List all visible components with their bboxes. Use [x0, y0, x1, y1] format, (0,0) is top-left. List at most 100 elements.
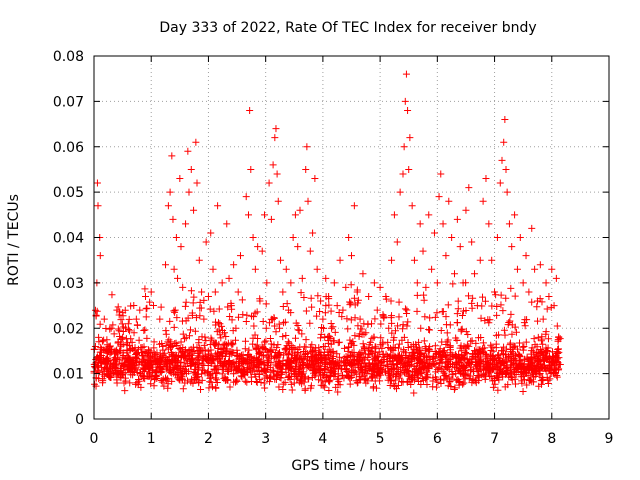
- band-point: [508, 376, 516, 384]
- band-point: [335, 353, 343, 361]
- band-point: [479, 345, 487, 353]
- data-point: [200, 315, 208, 323]
- band-point: [295, 326, 303, 334]
- band-point: [511, 292, 519, 300]
- band-point: [432, 383, 440, 391]
- data-point: [536, 261, 544, 269]
- band-point: [93, 307, 101, 315]
- band-point: [177, 349, 185, 357]
- band-point: [525, 366, 533, 374]
- band-point: [302, 336, 310, 344]
- band-point: [185, 367, 193, 375]
- band-point: [510, 354, 518, 362]
- band-point: [249, 334, 257, 342]
- data-point: [103, 365, 111, 373]
- band-point: [127, 302, 135, 310]
- band-point: [261, 344, 269, 352]
- band-point: [421, 313, 429, 321]
- y-tick-label: 0.02: [53, 321, 84, 337]
- band-point: [444, 336, 452, 344]
- band-point: [378, 344, 386, 352]
- band-point: [494, 386, 502, 394]
- band-point: [358, 356, 366, 364]
- band-point: [287, 342, 295, 350]
- band-point: [259, 318, 267, 326]
- data-point: [433, 279, 441, 287]
- band-point: [212, 339, 220, 347]
- band-point: [545, 361, 553, 369]
- band-point: [159, 375, 167, 383]
- band-point: [415, 344, 423, 352]
- chart-title: Day 333 of 2022, Rate Of TEC Index for r…: [159, 20, 536, 36]
- band-point: [265, 319, 273, 327]
- data-point: [218, 279, 226, 287]
- band-point: [377, 334, 385, 342]
- band-point: [414, 347, 422, 355]
- band-point: [170, 369, 178, 377]
- data-point: [453, 215, 461, 223]
- band-point: [120, 379, 128, 387]
- band-point: [132, 315, 140, 323]
- band-point: [348, 369, 356, 377]
- band-point: [397, 355, 405, 363]
- data-point: [302, 165, 310, 173]
- band-point: [262, 324, 270, 332]
- band-point: [457, 326, 465, 334]
- band-point: [281, 318, 289, 326]
- x-tick-label: 4: [318, 431, 327, 447]
- band-point: [319, 370, 327, 378]
- band-point: [443, 329, 451, 337]
- data-point: [498, 156, 506, 164]
- band-point: [252, 373, 260, 381]
- band-point: [241, 358, 249, 366]
- band-point: [498, 347, 506, 355]
- band-point: [506, 317, 514, 325]
- band-point: [542, 330, 550, 338]
- data-point: [249, 234, 257, 241]
- band-point: [372, 343, 380, 351]
- band-point: [269, 367, 277, 375]
- band-point: [188, 309, 196, 317]
- band-point: [302, 307, 310, 315]
- data-point: [508, 243, 516, 251]
- band-point: [413, 365, 421, 373]
- band-point: [128, 364, 136, 372]
- band-point: [486, 316, 494, 324]
- band-point: [537, 360, 545, 368]
- band-point: [453, 310, 461, 318]
- band-point: [454, 366, 462, 374]
- data-point: [113, 306, 121, 314]
- band-point: [343, 315, 351, 323]
- band-point: [239, 358, 247, 366]
- band-point: [157, 303, 165, 311]
- data-point: [216, 320, 224, 328]
- data-point: [133, 379, 141, 387]
- data-point: [124, 320, 132, 328]
- band-point: [131, 344, 139, 352]
- band-point: [512, 351, 520, 359]
- data-point: [445, 197, 453, 205]
- band-point: [206, 340, 214, 348]
- band-point: [408, 371, 416, 379]
- band-point: [248, 378, 256, 386]
- band-point: [372, 357, 380, 365]
- band-point: [145, 364, 153, 372]
- band-point: [360, 371, 368, 379]
- band-point: [263, 353, 271, 361]
- band-point: [385, 372, 393, 380]
- band-point: [511, 366, 519, 374]
- band-point: [136, 358, 144, 366]
- band-point: [133, 321, 141, 329]
- band-point: [375, 358, 383, 366]
- band-point: [146, 298, 154, 306]
- band-point: [359, 340, 367, 348]
- band-point: [502, 294, 510, 302]
- data-point: [465, 184, 473, 192]
- band-point: [328, 359, 336, 367]
- band-point: [302, 343, 310, 351]
- band-point: [496, 365, 504, 373]
- band-point: [440, 376, 448, 384]
- band-point: [370, 333, 378, 341]
- band-point: [196, 298, 204, 306]
- band-point: [403, 322, 411, 330]
